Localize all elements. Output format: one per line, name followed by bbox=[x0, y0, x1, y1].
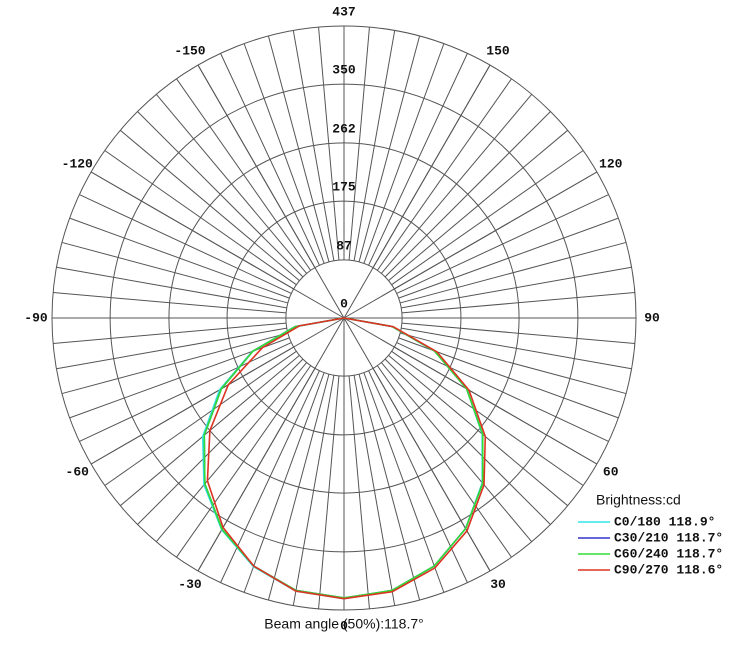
ring bbox=[285, 259, 403, 377]
angle-tick-label: 30 bbox=[490, 577, 506, 592]
ring bbox=[226, 200, 462, 436]
angle-tick-label: 0 bbox=[340, 618, 348, 633]
r-tick-label: 262 bbox=[332, 121, 356, 136]
angle-grid-line bbox=[343, 171, 598, 319]
angle-tick-label: 120 bbox=[599, 156, 623, 171]
angle-tick-label: 150 bbox=[486, 44, 510, 59]
angle-tick-label: -120 bbox=[62, 156, 93, 171]
legend-label: C60/240 118.7° bbox=[614, 546, 723, 561]
r-tick-label: 87 bbox=[336, 238, 352, 253]
angle-grid-line bbox=[197, 64, 345, 319]
angle-tick-label: -150 bbox=[174, 44, 205, 59]
angle-tick-label: -30 bbox=[178, 577, 202, 592]
angle-grid-line bbox=[90, 171, 345, 319]
legend-label: C0/180 118.9° bbox=[614, 514, 715, 529]
angle-tick-label: 60 bbox=[603, 464, 619, 479]
r-tick-label: 0 bbox=[340, 296, 348, 311]
legend-label: C90/270 118.6° bbox=[614, 562, 723, 577]
footer: Beam angle (50%):118.7° bbox=[264, 616, 423, 632]
legend-title: Brightness:cd bbox=[596, 492, 681, 508]
intensity-curve bbox=[206, 317, 487, 600]
r-tick-label: 437 bbox=[332, 4, 355, 19]
legend-label: C30/210 118.7° bbox=[614, 530, 723, 545]
angle-grid-line bbox=[343, 317, 598, 465]
angle-tick-label: -90 bbox=[24, 310, 48, 325]
angle-tick-label: -60 bbox=[66, 464, 90, 479]
angle-grid-line bbox=[90, 317, 345, 465]
r-tick-label: 175 bbox=[332, 180, 356, 195]
ring bbox=[51, 25, 637, 611]
angle-grid-line bbox=[343, 64, 491, 319]
ring bbox=[168, 142, 520, 494]
angle-tick-label: 90 bbox=[644, 310, 660, 325]
ring bbox=[109, 83, 579, 553]
r-tick-label: 350 bbox=[332, 63, 356, 78]
